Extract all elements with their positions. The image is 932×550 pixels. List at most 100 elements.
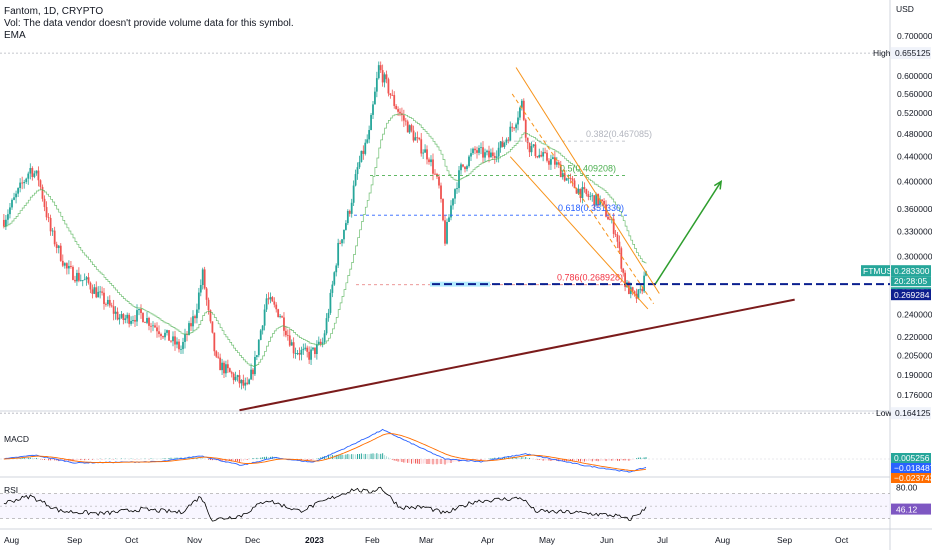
low-label: Low: [876, 408, 892, 418]
time-tick-label: Mar: [419, 535, 434, 545]
candle-body: [312, 347, 314, 350]
candle-body: [59, 245, 62, 261]
candle-body: [283, 317, 285, 331]
candle-body: [110, 305, 113, 307]
candle-body: [76, 272, 78, 282]
candle-body: [300, 349, 303, 355]
candle-body: [329, 292, 332, 313]
candle-body: [375, 78, 378, 92]
candle-body: [575, 188, 578, 194]
candle-body: [412, 130, 415, 141]
candle-body: [310, 349, 312, 360]
candle-body: [112, 306, 115, 314]
candle-body: [544, 152, 546, 153]
candle-body: [524, 119, 527, 138]
candle-body: [591, 195, 594, 197]
candle-body: [422, 152, 425, 154]
countdown-tag: 20:28:05: [894, 276, 927, 286]
candle-body: [526, 137, 529, 144]
time-tick-label: Sep: [777, 535, 792, 545]
candle-body: [379, 65, 382, 71]
candle-body: [29, 168, 32, 174]
candle-body: [51, 230, 54, 232]
candle-body: [162, 336, 164, 338]
candle-body: [391, 94, 394, 96]
candle-body: [381, 70, 384, 83]
candle-body: [223, 362, 225, 374]
candle-body: [563, 173, 566, 181]
candle-body: [486, 150, 488, 153]
support-price-tag-bg: [891, 289, 931, 301]
candle-body: [95, 287, 98, 298]
candle-body: [440, 185, 442, 199]
ema-indicator-label[interactable]: EMA: [4, 30, 26, 41]
candle-body: [645, 271, 647, 276]
candle-body: [190, 323, 192, 327]
candle-body: [444, 220, 446, 244]
candle-body: [45, 207, 48, 218]
price-tick-label: 0.220000: [897, 332, 932, 342]
candle-body: [402, 115, 405, 121]
candle-body: [315, 344, 318, 355]
chart-title: Fantom, 1D, CRYPTO: [4, 6, 104, 17]
rsi-level-label: 80.00: [896, 482, 918, 492]
candle-body: [616, 234, 619, 242]
candle-body: [420, 139, 423, 154]
candle-body: [285, 330, 287, 336]
candle-body: [130, 320, 132, 324]
candle-body: [49, 217, 52, 232]
candle-body: [199, 284, 202, 293]
candle-body: [105, 303, 107, 305]
candle-body: [641, 288, 644, 292]
candle-body: [536, 156, 539, 158]
candle-body: [39, 180, 42, 187]
candle-body: [517, 117, 519, 125]
candle-body: [47, 217, 50, 219]
candle-body: [335, 265, 338, 273]
fib-level-label: 0.5(0.409208): [560, 164, 616, 174]
candle-body: [548, 160, 550, 165]
price-tick-label: 0.190000: [897, 370, 932, 380]
candle-body: [343, 229, 345, 240]
candle-body: [358, 161, 361, 168]
candle-body: [140, 308, 142, 314]
candle-body: [269, 297, 272, 300]
candle-body: [101, 291, 103, 293]
candle-body: [170, 340, 172, 342]
candle-body: [53, 230, 56, 245]
ticker-tag: FTMUSD: [863, 266, 898, 276]
candle-body: [201, 269, 204, 285]
price-tick-label: 0.600000: [897, 71, 932, 81]
candle-body: [593, 195, 596, 206]
high-value: 0.655125: [895, 48, 931, 58]
candle-body: [292, 342, 295, 354]
projection-arrow-head: [713, 180, 723, 190]
candle-body: [605, 204, 607, 217]
candle-body: [81, 279, 84, 281]
candle-body: [478, 147, 480, 153]
candle-body: [370, 114, 372, 131]
candle-body: [454, 189, 456, 199]
candle-body: [515, 124, 517, 129]
price-tick-label: 0.205000: [897, 350, 932, 360]
candle-body: [499, 141, 502, 148]
last-price-tag-bg: [891, 265, 931, 277]
candle-body: [296, 353, 299, 354]
candle-body: [571, 178, 574, 181]
candle-body: [474, 148, 476, 151]
candle-body: [470, 153, 472, 157]
candle-body: [120, 314, 123, 318]
candle-body: [93, 287, 96, 294]
candle-body: [205, 288, 208, 300]
candle-body: [501, 141, 504, 147]
time-tick-label: Dec: [245, 535, 261, 545]
support-price-tag: 0.269284: [894, 290, 930, 300]
candle-body: [118, 317, 121, 320]
candle-body: [138, 308, 140, 311]
macd-value-tag: −0.023743: [894, 473, 932, 483]
candle-body: [505, 139, 508, 143]
candle-body: [374, 91, 376, 105]
candle-body: [72, 266, 74, 280]
candle-body: [585, 189, 588, 195]
